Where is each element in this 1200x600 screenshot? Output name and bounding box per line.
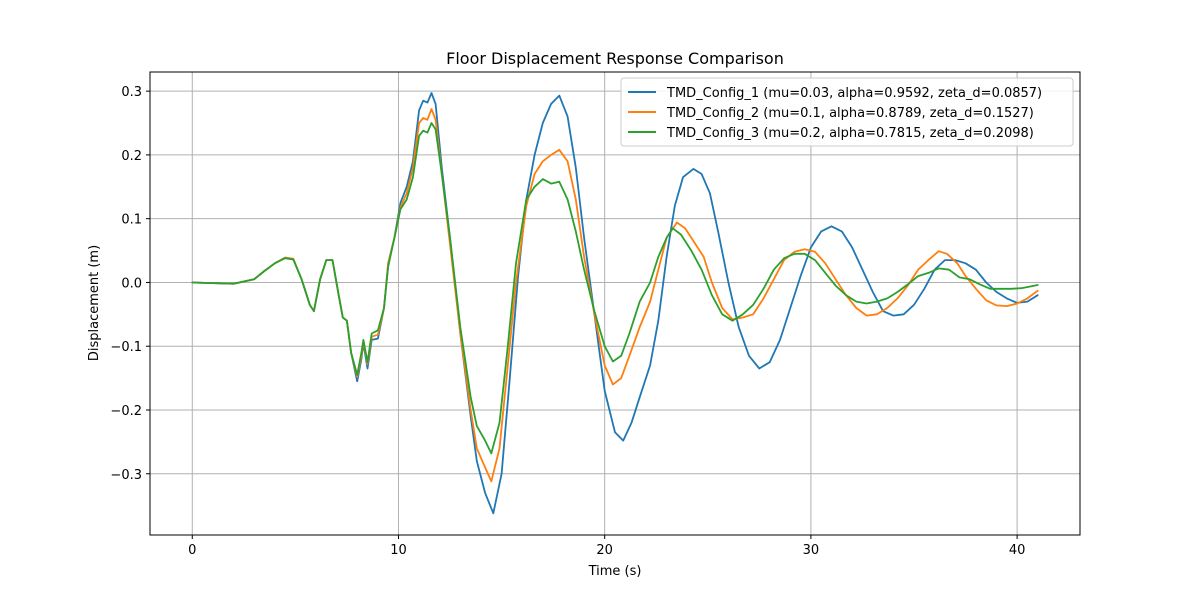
x-tick-label: 20 [596,543,613,558]
y-tick-label: 0.1 [121,213,142,228]
x-tick-label: 30 [803,543,820,558]
legend-box [620,77,1074,147]
x-tick-label: 40 [1009,543,1026,558]
legend-entry-2: TMD_Config_2 (mu=0.1, alpha=0.8789, zeta… [666,106,1034,121]
y-axis-label: Displacement (m) [87,245,102,361]
y-tick-label: 0.0 [121,276,142,291]
series-line-3 [191,122,1039,455]
legend: TMD_Config_1 (mu=0.03, alpha=0.9592, zet… [620,77,1074,147]
chart-title: Floor Displacement Response Comparison [446,49,784,68]
y-tick-label: 0.2 [121,149,142,164]
y-tick-label: −0.2 [110,404,142,419]
y-axis-ticks: −0.3 −0.2 −0.1 0.0 0.1 0.2 0.3 [110,85,150,483]
series-group [191,92,1039,515]
x-tick-label: 10 [390,543,407,558]
y-tick-label: 0.3 [121,85,142,100]
y-tick-label: −0.1 [110,340,142,355]
series-line-2 [191,108,1039,483]
plot-frame [149,71,1081,536]
legend-entry-3: TMD_Config_3 (mu=0.2, alpha=0.7815, zeta… [666,126,1034,141]
y-tick-label: −0.3 [110,468,142,483]
x-axis-ticks: 0 10 20 30 40 [188,535,1025,558]
series-line-1 [191,92,1039,515]
x-tick-label: 0 [188,543,196,558]
x-axis-label: Time (s) [588,564,642,579]
legend-entry-1: TMD_Config_1 (mu=0.03, alpha=0.9592, zet… [666,86,1042,101]
